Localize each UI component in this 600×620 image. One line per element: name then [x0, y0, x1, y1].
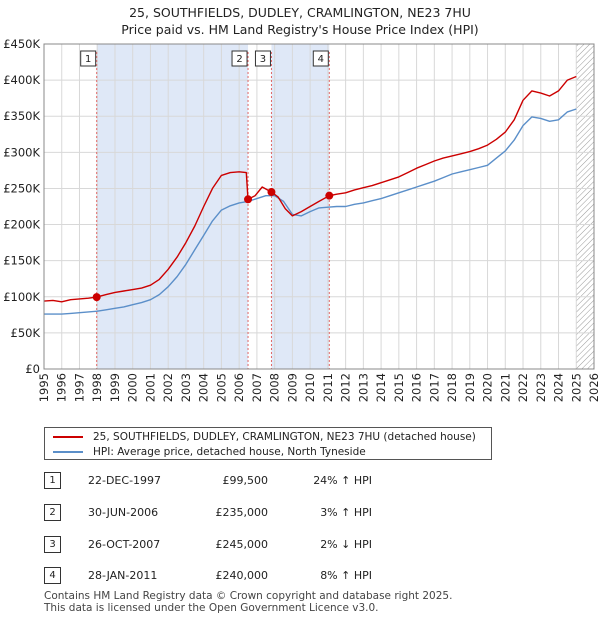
- future-hatch: [576, 44, 594, 369]
- sale-label-box: [312, 50, 329, 67]
- x-tick-label: 2005: [214, 373, 228, 402]
- y-tick-label: £400K: [3, 73, 40, 87]
- x-tick-label: 2011: [321, 373, 335, 402]
- sale-label-box: [254, 50, 271, 67]
- x-tick-label: 2015: [392, 373, 406, 402]
- transaction-price: £245,000: [215, 538, 269, 551]
- chart-title: 25, SOUTHFIELDS, DUDLEY, CRAMLINGTON, NE…: [129, 5, 471, 20]
- legend-label-hpi: HPI: Average price, detached house, Nort…: [93, 446, 366, 458]
- sale-point: [267, 188, 276, 197]
- x-tick-label: 2017: [427, 373, 441, 402]
- transaction-hpi-diff: 24% ↑ HPI: [313, 474, 372, 487]
- x-tick-label: 2026: [587, 373, 600, 402]
- legend-item-property: 25, SOUTHFIELDS, DUDLEY, CRAMLINGTON, NE…: [53, 431, 476, 444]
- transaction-date: 26-OCT-2007: [88, 538, 161, 551]
- sale-label: 4: [318, 54, 324, 65]
- x-tick-label: 2023: [534, 373, 548, 402]
- legend-swatch-property: [53, 436, 83, 438]
- x-tick-label: 2020: [481, 373, 495, 402]
- legend-item-hpi: HPI: Average price, detached house, Nort…: [53, 446, 366, 459]
- x-tick-label: 2002: [161, 373, 175, 402]
- x-tick-label: 2003: [179, 373, 193, 402]
- footer-copyright: Contains HM Land Registry data © Crown c…: [44, 590, 453, 602]
- transaction-date: 30-JUN-2006: [88, 506, 159, 519]
- transaction-date: 28-JAN-2011: [88, 569, 158, 582]
- legend-swatch-hpi: [53, 451, 83, 453]
- legend: 25, SOUTHFIELDS, DUDLEY, CRAMLINGTON, NE…: [44, 427, 492, 460]
- transaction-price: £99,500: [222, 474, 269, 487]
- x-tick-label: 2004: [197, 373, 211, 402]
- footer-attribution: Contains HM Land Registry data © Crown c…: [44, 590, 452, 614]
- shaded-periods: [44, 44, 594, 369]
- x-tick-label: 2010: [303, 373, 317, 402]
- price-chart: 1 2 3 4 £0 £50K £100K £150K £200K £250K £300K £350…: [3, 37, 600, 402]
- sale-label: 2: [236, 54, 242, 65]
- sale-point: [325, 191, 334, 200]
- transaction-price: £240,000: [215, 569, 269, 582]
- x-tick-label: 2013: [356, 373, 370, 402]
- x-tick-label: 2014: [374, 373, 388, 402]
- legend-label-property: 25, SOUTHFIELDS, DUDLEY, CRAMLINGTON, NE…: [93, 431, 476, 443]
- transaction-hpi-diff: 2% ↓ HPI: [320, 538, 372, 551]
- shaded-period: [96, 44, 249, 369]
- y-tick-label: £300K: [3, 145, 40, 159]
- shaded-period: [271, 44, 330, 369]
- x-tick-label: 2012: [339, 373, 353, 402]
- hpi-series-line: [44, 108, 577, 315]
- footer-licence: This data is licensed under the Open Gov…: [44, 602, 379, 614]
- axes: £0 £50K £100K £150K £200K £250K £300K £350K £400…: [3, 37, 600, 402]
- x-tick-label: 2021: [498, 373, 512, 402]
- y-tick-label: £0: [25, 362, 40, 376]
- x-tick-label: 1999: [108, 373, 122, 402]
- x-tick-label: 2019: [463, 373, 477, 402]
- x-tick-label: 2016: [410, 373, 424, 402]
- y-tick-label: £50K: [11, 326, 41, 340]
- transaction-price: £235,000: [215, 506, 269, 519]
- y-tick-label: £350K: [3, 109, 40, 123]
- transaction-number-badge: 3: [44, 536, 61, 553]
- property-series-line: [43, 75, 577, 303]
- x-tick-label: 2024: [552, 373, 566, 402]
- transaction-hpi-diff: 3% ↑ HPI: [320, 506, 372, 519]
- x-tick-label: 1996: [55, 373, 69, 402]
- x-tick-label: 2000: [126, 373, 140, 402]
- x-tick-label: 1998: [90, 373, 104, 402]
- x-tick-label: 1997: [72, 373, 86, 402]
- sale-label-box: [80, 50, 97, 67]
- x-tick-label: 2006: [232, 373, 246, 402]
- x-tick-label: 1995: [37, 373, 51, 402]
- sale-label: 1: [85, 54, 91, 65]
- transaction-number-badge: 1: [44, 472, 61, 489]
- sale-point: [244, 195, 253, 204]
- y-tick-label: £100K: [3, 290, 40, 304]
- x-tick-label: 2001: [143, 373, 157, 402]
- x-tick-label: 2008: [268, 373, 282, 402]
- sale-label-box: [231, 50, 248, 67]
- sale-point: [92, 293, 101, 302]
- transaction-date: 22-DEC-1997: [88, 474, 162, 487]
- transaction-number-badge: 4: [44, 567, 61, 584]
- chart-title-block: 25, SOUTHFIELDS, DUDLEY, CRAMLINGTON, NE…: [0, 4, 600, 38]
- y-tick-label: £200K: [3, 218, 40, 232]
- y-tick-label: £250K: [3, 181, 40, 195]
- x-tick-label: 2022: [516, 373, 530, 402]
- plot-frame: [43, 43, 595, 370]
- grid: [43, 43, 595, 370]
- x-tick-label: 2007: [250, 373, 264, 402]
- transaction-number-badge: 2: [44, 504, 61, 521]
- sale-label: 3: [260, 54, 266, 65]
- y-tick-label: £150K: [3, 254, 40, 268]
- x-tick-label: 2018: [445, 373, 459, 402]
- transaction-hpi-diff: 8% ↑ HPI: [320, 569, 372, 582]
- sale-markers: 1 2 3 4: [80, 50, 334, 302]
- x-tick-label: 2009: [285, 373, 299, 402]
- y-tick-label: £450K: [3, 37, 40, 51]
- chart-subtitle: Price paid vs. HM Land Registry's House …: [121, 22, 479, 37]
- x-tick-label: 2025: [569, 373, 583, 402]
- series-lines: [43, 75, 577, 315]
